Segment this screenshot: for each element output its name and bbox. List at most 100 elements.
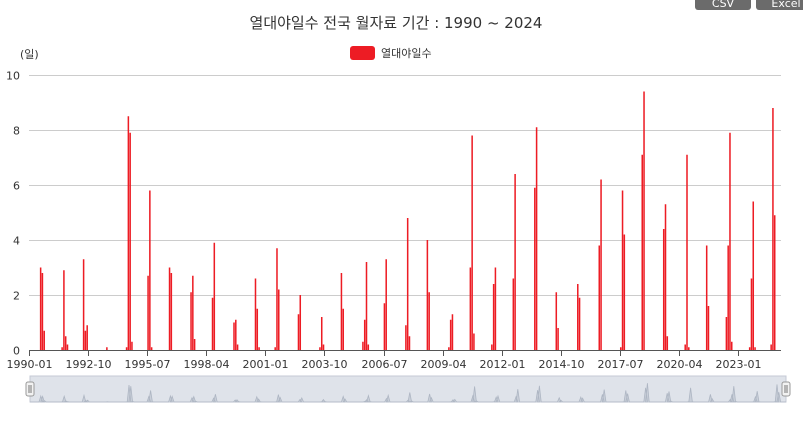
bar[interactable]	[405, 325, 407, 350]
bar[interactable]	[385, 259, 387, 350]
bar[interactable]	[512, 278, 515, 351]
legend[interactable]: 열대야일수	[350, 46, 432, 60]
bar[interactable]	[254, 278, 257, 351]
bar[interactable]	[748, 347, 751, 350]
bar[interactable]	[666, 336, 669, 350]
bar[interactable]	[43, 330, 45, 350]
navigator-selected-range[interactable]	[29, 375, 787, 403]
bar[interactable]	[535, 127, 538, 350]
bar[interactable]	[448, 347, 450, 350]
bar[interactable]	[86, 325, 88, 350]
bar[interactable]	[750, 278, 753, 351]
bar[interactable]	[773, 215, 776, 350]
bar[interactable]	[129, 132, 131, 350]
bar[interactable]	[297, 314, 300, 350]
bar[interactable]	[752, 201, 755, 351]
bar[interactable]	[621, 190, 624, 351]
bar[interactable]	[473, 333, 475, 351]
bar[interactable]	[340, 273, 343, 350]
bar[interactable]	[149, 190, 151, 351]
bar[interactable]	[426, 240, 429, 350]
bar[interactable]	[125, 347, 128, 350]
bar[interactable]	[707, 306, 710, 350]
bar[interactable]	[131, 341, 133, 350]
bar[interactable]	[471, 135, 473, 351]
bar[interactable]	[258, 347, 260, 350]
bar[interactable]	[725, 317, 728, 350]
bar[interactable]	[84, 330, 87, 350]
bar[interactable]	[299, 295, 302, 350]
bar[interactable]	[557, 328, 559, 350]
bar[interactable]	[235, 319, 237, 350]
bar[interactable]	[367, 344, 370, 351]
bar[interactable]	[41, 273, 44, 350]
bar[interactable]	[322, 344, 325, 351]
bar[interactable]	[365, 262, 368, 350]
bar[interactable]	[168, 267, 171, 351]
bar[interactable]	[469, 267, 472, 351]
bar[interactable]	[643, 91, 645, 351]
bar[interactable]	[731, 341, 733, 350]
bar[interactable]	[449, 319, 452, 350]
bar[interactable]	[408, 336, 411, 350]
bar[interactable]	[578, 297, 581, 350]
excel-download-button[interactable]: Excel	[756, 0, 803, 10]
bar[interactable]	[754, 347, 756, 350]
bar[interactable]	[534, 187, 536, 350]
bar[interactable]	[577, 284, 579, 350]
bar[interactable]	[729, 132, 731, 350]
range-navigator[interactable]	[25, 375, 791, 403]
bar[interactable]	[66, 344, 69, 351]
bar[interactable]	[619, 347, 622, 350]
bar[interactable]	[688, 347, 690, 350]
csv-download-button[interactable]: CSV	[695, 0, 751, 10]
bar[interactable]	[451, 314, 454, 350]
bar[interactable]	[320, 317, 323, 350]
bar[interactable]	[127, 116, 130, 350]
bar[interactable]	[274, 347, 276, 350]
bar[interactable]	[600, 179, 602, 351]
bar[interactable]	[772, 108, 774, 350]
bar[interactable]	[406, 218, 409, 350]
bar[interactable]	[362, 341, 364, 350]
bar[interactable]	[190, 292, 192, 350]
bar[interactable]	[491, 344, 493, 351]
navigator-right-handle[interactable]	[781, 381, 791, 397]
bar[interactable]	[623, 234, 626, 351]
bar[interactable]	[213, 242, 216, 350]
bar[interactable]	[211, 297, 214, 350]
bar[interactable]	[342, 308, 344, 350]
bar[interactable]	[494, 267, 497, 351]
bar[interactable]	[514, 174, 516, 350]
bar[interactable]	[428, 292, 430, 350]
bar[interactable]	[192, 275, 194, 350]
bar[interactable]	[63, 270, 65, 350]
bar[interactable]	[363, 319, 366, 350]
bar[interactable]	[641, 154, 643, 350]
bar[interactable]	[236, 344, 239, 351]
bar[interactable]	[686, 154, 688, 350]
bar[interactable]	[662, 229, 665, 350]
bar[interactable]	[82, 259, 85, 350]
bar[interactable]	[555, 292, 558, 350]
bar[interactable]	[150, 347, 153, 350]
bar[interactable]	[492, 284, 495, 350]
bar[interactable]	[64, 336, 67, 350]
bar[interactable]	[705, 245, 708, 351]
bar[interactable]	[170, 273, 173, 350]
bar[interactable]	[106, 347, 108, 350]
bar[interactable]	[770, 344, 772, 351]
bar[interactable]	[383, 303, 386, 350]
navigator-left-handle[interactable]	[25, 381, 35, 397]
bar[interactable]	[193, 339, 196, 350]
bar[interactable]	[61, 347, 63, 350]
bar[interactable]	[276, 248, 278, 350]
bar[interactable]	[727, 245, 729, 351]
bar[interactable]	[278, 289, 280, 351]
bar[interactable]	[147, 275, 149, 350]
bar[interactable]	[256, 308, 259, 350]
bar[interactable]	[598, 245, 601, 351]
bar[interactable]	[684, 344, 686, 351]
bar[interactable]	[39, 267, 42, 351]
bar[interactable]	[233, 322, 235, 351]
